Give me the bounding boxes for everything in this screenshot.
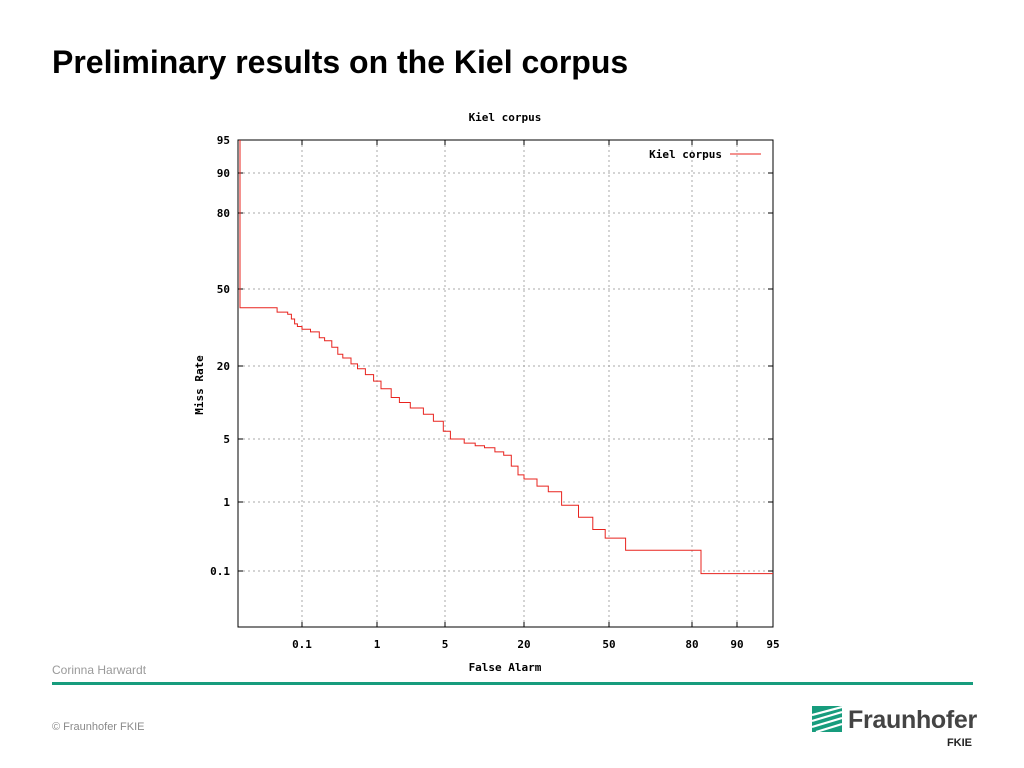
x-axis-label: False Alarm: [469, 661, 542, 674]
y-tick-label-4: 20: [217, 360, 230, 373]
x-tick-label-3: 20: [517, 638, 530, 651]
x-tick-labels: 0.1 1 5 20 50 80 90 95: [292, 638, 780, 651]
footer-rule: [52, 682, 973, 685]
grid-lines: [238, 140, 773, 627]
logo-unit: FKIE: [946, 737, 972, 749]
x-tick-label-6: 90: [730, 638, 743, 651]
y-tick-label-6: 1: [223, 496, 230, 509]
y-tick-label-5: 5: [223, 433, 230, 446]
series-line-kiel-corpus: [239, 140, 773, 575]
x-tick-label-5: 80: [685, 638, 698, 651]
x-tick-label-2: 5: [442, 638, 449, 651]
legend: Kiel corpus: [649, 148, 761, 161]
legend-label: Kiel corpus: [649, 148, 722, 161]
y-axis-label: Miss Rate: [193, 355, 206, 415]
fraunhofer-logo-mark-icon: [812, 706, 842, 732]
chart-title: Kiel corpus: [469, 111, 542, 124]
y-tick-label-0: 95: [217, 134, 230, 147]
x-tick-label-4: 50: [602, 638, 615, 651]
y-tick-label-1: 90: [217, 167, 230, 180]
y-tick-labels: 95 90 80 50 20 5 1 0.1: [210, 134, 230, 578]
y-tick-label-3: 50: [217, 283, 230, 296]
x-tick-label-1: 1: [374, 638, 381, 651]
author-name: Corinna Harwardt: [52, 663, 147, 677]
logo-wordmark: Fraunhofer: [848, 706, 977, 734]
y-tick-label-2: 80: [217, 207, 230, 220]
x-tick-label-7: 95: [766, 638, 779, 651]
y-tick-label-7: 0.1: [210, 565, 230, 578]
fraunhofer-logo: Fraunhofer FKIE: [812, 704, 977, 752]
slide-title: Preliminary results on the Kiel corpus: [52, 44, 629, 80]
tick-marks: [238, 139, 774, 627]
det-chart: 0.1 1 5 20 50 80 90 95 95 90 80 50 20 5 1 0.1 Kiel cor…: [193, 111, 780, 674]
plot-frame: [237, 139, 774, 628]
copyright-text: © Fraunhofer FKIE: [52, 721, 145, 733]
x-tick-label-0: 0.1: [292, 638, 312, 651]
